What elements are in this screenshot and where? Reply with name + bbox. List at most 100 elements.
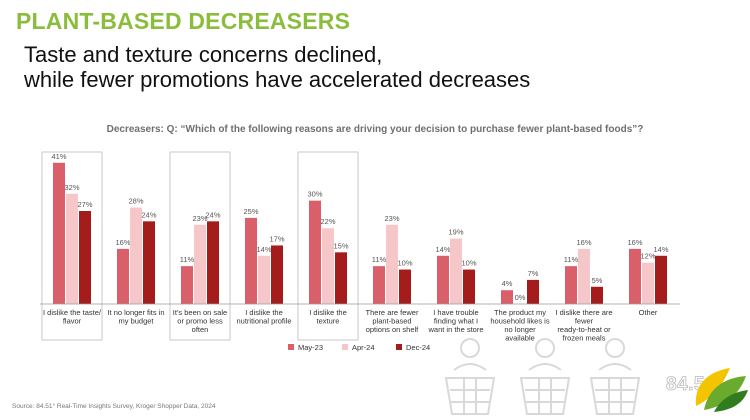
category-label-line: finding what I xyxy=(434,317,478,326)
bar-dec-24 xyxy=(463,269,475,304)
bar-may-23 xyxy=(437,255,449,304)
bar-apr-24 xyxy=(258,255,270,304)
bar-dec-24 xyxy=(207,221,219,304)
bar-may-23 xyxy=(117,248,129,304)
data-label: 23% xyxy=(384,214,399,223)
data-label: 25% xyxy=(243,207,258,216)
data-label: 5% xyxy=(592,276,603,285)
source-note: Source: 84.51° Real-Time Insights Survey… xyxy=(12,403,216,410)
category-label-line: Other xyxy=(639,308,658,317)
basket-illustrations xyxy=(444,338,641,415)
bar-apr-24 xyxy=(130,207,142,304)
bar-apr-24 xyxy=(194,224,206,304)
data-label: 11% xyxy=(180,255,195,264)
bar-apr-24 xyxy=(66,193,78,304)
category-label: The product my household likes is no longe… xyxy=(490,308,549,343)
category-label-line: often xyxy=(192,325,209,334)
data-label: 14% xyxy=(435,245,450,254)
category-label-line: It's been on sale xyxy=(173,308,227,317)
leaf-logo-icon xyxy=(695,368,748,412)
category-label-line: texture xyxy=(317,317,340,326)
bar-may-23 xyxy=(53,162,65,304)
bar-apr-24 xyxy=(322,228,334,304)
data-label: 28% xyxy=(128,197,143,206)
bar-apr-24 xyxy=(642,262,654,304)
bar-may-23 xyxy=(501,290,513,304)
category-label-line: fewer xyxy=(575,317,594,326)
bar-dec-24 xyxy=(399,269,411,304)
bar-apr-24 xyxy=(578,248,590,304)
category-label: It's been on sale or promo less often xyxy=(173,308,227,334)
shopping-basket-icon xyxy=(589,338,641,415)
category-label-line: my budget xyxy=(118,317,154,326)
category-label: I dislike the nutritional profile xyxy=(236,308,291,326)
category-label-line: available xyxy=(505,334,535,343)
basket-shoulders xyxy=(528,363,562,371)
data-label: 16% xyxy=(115,238,130,247)
headline: Taste and texture concerns declined, whi… xyxy=(24,42,530,92)
data-label: 41% xyxy=(51,152,66,161)
category-label-line: want in the store xyxy=(427,325,483,334)
data-label: 4% xyxy=(502,279,513,288)
highlight-box xyxy=(297,151,359,341)
headline-line-2: while fewer promotions have accelerated … xyxy=(24,67,531,92)
basket-body xyxy=(589,377,641,415)
category-label: I dislike there are fewer ready-to-heat or… xyxy=(555,308,612,343)
category-label-line: The product my xyxy=(494,308,546,317)
leaf-yellow-icon xyxy=(695,368,730,406)
basket-head xyxy=(535,338,555,358)
bar-may-23 xyxy=(629,248,641,304)
category-label: I dislike the texture xyxy=(309,308,347,326)
data-label: 19% xyxy=(448,228,463,237)
highlight-box xyxy=(41,151,103,341)
shopping-basket-icon xyxy=(519,338,571,415)
basket-body xyxy=(519,377,571,415)
kicker-title: PLANT-BASED DECREASERS xyxy=(16,8,351,34)
bar-dec-24 xyxy=(79,211,91,304)
basket-shoulders xyxy=(453,363,487,371)
bar-may-23 xyxy=(309,200,321,304)
leaf-green-icon xyxy=(704,376,746,410)
category-label-line: I have trouble xyxy=(433,308,478,317)
data-label: 17% xyxy=(269,234,284,243)
legend-swatch xyxy=(342,344,348,350)
bar-dec-24 xyxy=(591,286,603,304)
data-label: 10% xyxy=(397,259,412,268)
category-label: There are fewer plant-based options on she… xyxy=(366,308,420,334)
basket-head xyxy=(605,338,625,358)
data-label: 14% xyxy=(256,245,271,254)
bar-may-23 xyxy=(373,266,385,304)
bar-dec-24 xyxy=(143,221,155,304)
bar-chart: 41% 32% 27% I dislike the taste/flavor 16% 28… xyxy=(40,151,680,352)
data-label: 24% xyxy=(141,210,156,219)
category-label-line: no longer xyxy=(504,325,536,334)
category-label-line: There are fewer xyxy=(366,308,419,317)
category-label-line: household likes is xyxy=(490,317,549,326)
highlight-box xyxy=(169,151,231,341)
category-label-line: It no longer fits in xyxy=(107,308,164,317)
data-label: 0% xyxy=(515,293,526,302)
bar-dec-24 xyxy=(527,279,539,304)
data-label: 22% xyxy=(320,217,335,226)
data-label: 16% xyxy=(627,238,642,247)
data-label: 14% xyxy=(653,245,668,254)
category-label-line: plant-based xyxy=(372,317,411,326)
category-label-line: flavor xyxy=(63,317,82,326)
category-label-line: I dislike there are xyxy=(555,308,612,317)
legend-label: Apr-24 xyxy=(352,343,375,352)
data-label: 16% xyxy=(576,238,591,247)
data-label: 10% xyxy=(461,259,476,268)
bar-apr-24 xyxy=(386,224,398,304)
legend-label: May-23 xyxy=(298,343,323,352)
bar-dec-24 xyxy=(655,255,667,304)
category-label: I dislike the taste/flavor xyxy=(43,308,102,326)
shopping-basket-icon xyxy=(444,338,496,415)
data-label: 12% xyxy=(640,252,655,261)
data-label: 15% xyxy=(333,241,348,250)
data-label: 7% xyxy=(528,269,539,278)
bar-may-23 xyxy=(181,266,193,304)
data-label: 11% xyxy=(372,255,387,264)
bar-dec-24 xyxy=(335,252,347,304)
legend-swatch xyxy=(396,344,402,350)
